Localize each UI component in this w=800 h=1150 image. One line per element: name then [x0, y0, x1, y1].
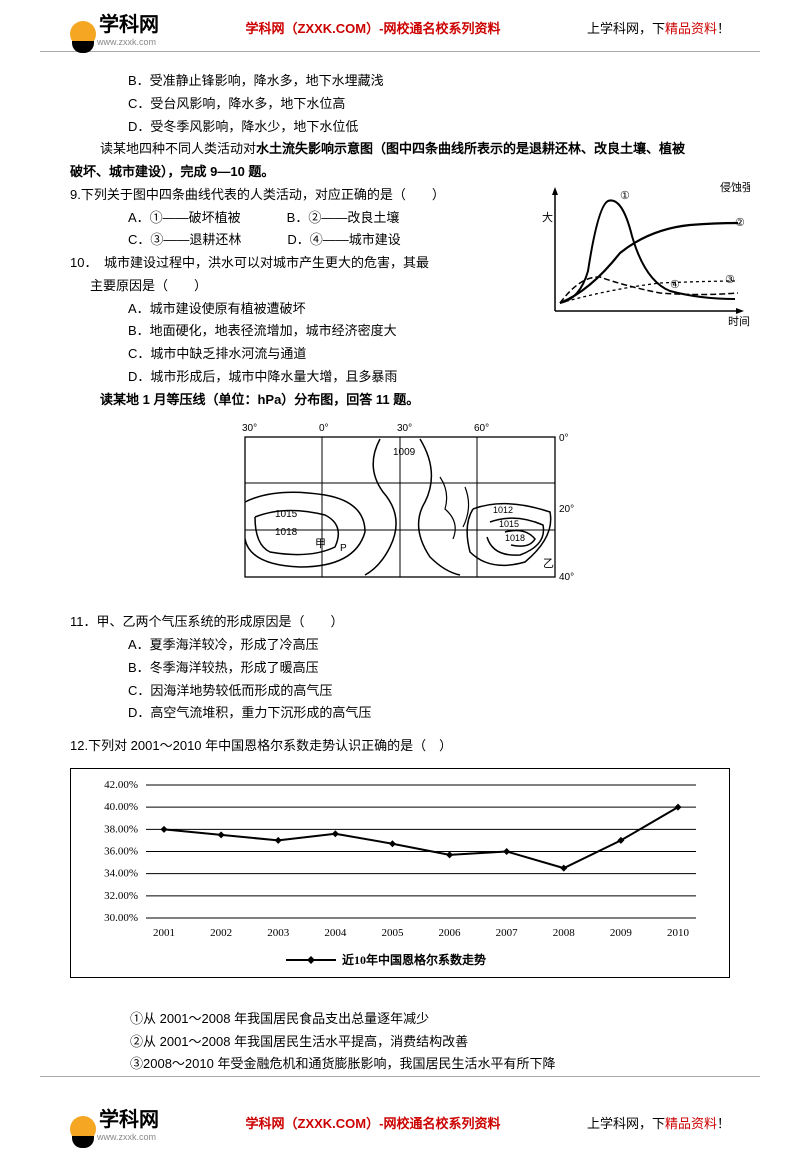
q11-stem: 11．甲、乙两个气压系统的形成原因是（ ）: [70, 611, 730, 634]
map-lon-2: 30°: [397, 423, 412, 434]
svg-text:30.00%: 30.00%: [104, 912, 138, 924]
svg-text:2008: 2008: [553, 927, 576, 939]
intro9-b: 水土流失影响示意图（图中四条曲线所表示的是退耕还林、改良土壤、植被: [256, 141, 685, 156]
intro-9-10: 读某地四种不同人类活动对水土流失影响示意图（图中四条曲线所表示的是退耕还林、改良…: [70, 138, 730, 161]
logo-icon: [70, 21, 96, 47]
svg-text:42.00%: 42.00%: [104, 779, 138, 791]
map-iso-1018b: 1018: [505, 533, 525, 543]
erosion-label-2: ②: [735, 217, 745, 229]
svg-text:38.00%: 38.00%: [104, 823, 138, 835]
footer-right-a: 上学科网，下: [587, 1116, 665, 1131]
erosion-xlabel: 时间: [728, 315, 750, 328]
map-iso-1009: 1009: [393, 447, 416, 458]
logo-url-footer: www.zxxk.com: [97, 1132, 159, 1142]
footer-rule: [40, 1076, 760, 1077]
map-p: P: [340, 543, 347, 554]
svg-text:2005: 2005: [381, 927, 404, 939]
map-iso-1018: 1018: [275, 527, 298, 538]
prior-option-b: B．受准静止锋影响，降水多，地下水埋藏浅: [70, 70, 730, 93]
erosion-chart: ① ② ③ ④ 侵蚀强度 大 时间: [530, 181, 750, 331]
map-iso-1015b: 1015: [499, 519, 519, 529]
page-footer: 学科网 www.zxxk.com 学科网（ZXXK.COM）-网校通名校系列资料…: [0, 1097, 800, 1150]
intro9-a: 读某地四种不同人类活动对: [100, 141, 256, 156]
prior-option-d: D．受冬季风影响，降水少，地下水位低: [70, 116, 730, 139]
header-right-a: 上学科网，下: [587, 21, 665, 36]
erosion-label-4: ④: [670, 279, 680, 291]
q10-stem: 10． 城市建设过程中，洪水可以对城市产生更大的危害，其最: [70, 252, 530, 275]
erosion-label-3: ③: [725, 274, 735, 286]
q11-opt-c: C．因海洋地势较低而形成的高气压: [70, 680, 730, 703]
q9-opt-d: D．④——城市建设: [287, 229, 400, 252]
q10-opt-b: B．地面硬化，地表径流增加，城市经济密度大: [70, 320, 530, 343]
erosion-label-1: ①: [620, 190, 630, 202]
logo-footer: 学科网 www.zxxk.com: [70, 1103, 159, 1142]
map-iso-1015: 1015: [275, 509, 298, 520]
svg-text:2002: 2002: [210, 927, 232, 939]
q9-opt-a: A．①——破坏植被: [128, 207, 241, 230]
svg-text:近10年中国恩格尔系数走势: 近10年中国恩格尔系数走势: [342, 952, 486, 967]
q11-opt-a: A．夏季海洋较冷，形成了冷高压: [70, 634, 730, 657]
map-jia: 甲: [315, 538, 326, 550]
map-lon-1: 0°: [319, 423, 329, 434]
q10-opt-a: A．城市建设使原有植被遭破坏: [70, 298, 530, 321]
q10-stem-cont: 主要原因是（ ）: [70, 275, 530, 298]
page-content: B．受准静止锋影响，降水多，地下水埋藏浅 C．受台风影响，降水多，地下水位高 D…: [0, 52, 800, 1076]
q12-s2: ②从 2001～2008 年我国居民生活水平提高，消费结构改善: [130, 1031, 730, 1054]
footer-right: 上学科网，下精品资料！: [587, 1113, 730, 1132]
header-right: 上学科网，下精品资料！: [587, 18, 730, 37]
logo-url: www.zxxk.com: [97, 37, 159, 47]
erosion-ytitle: 侵蚀强度: [720, 181, 750, 194]
svg-text:34.00%: 34.00%: [104, 867, 138, 879]
header-right-c: ！: [717, 21, 730, 36]
logo-text: 学科网: [99, 8, 159, 37]
svg-text:2003: 2003: [267, 927, 290, 939]
footer-right-c: ！: [717, 1116, 730, 1131]
q12-statements: ①从 2001～2008 年我国居民食品支出总量逐年减少 ②从 2001～200…: [70, 1008, 730, 1076]
footer-right-b: 精品资料: [665, 1116, 717, 1131]
q11-opt-d: D．高空气流堆积，重力下沉形成的高气压: [70, 702, 730, 725]
svg-text:2010: 2010: [667, 927, 690, 939]
q12-stem: 12.下列对 2001～2010 年中国恩格尔系数走势认识正确的是（ ）: [70, 735, 730, 758]
map-lat-1: 20°: [559, 504, 574, 515]
q12-s1: ①从 2001～2008 年我国居民食品支出总量逐年减少: [130, 1008, 730, 1031]
q9-opt-b: B．②——改良土壤: [287, 207, 400, 230]
header-mid: 学科网（ZXXK.COM）-网校通名校系列资料: [246, 18, 501, 37]
map-lon-3: 60°: [474, 423, 489, 434]
logo-text-footer: 学科网: [99, 1103, 159, 1132]
map-yi: 乙: [543, 557, 554, 570]
logo: 学科网 www.zxxk.com: [70, 8, 159, 47]
isobar-map: 30° 0° 30° 60° 0° 20° 40° 1015 1018 甲 P …: [215, 417, 585, 597]
logo-icon-footer: [70, 1116, 96, 1142]
intro-11: 读某地 1 月等压线（单位：hPa）分布图，回答 11 题。: [70, 389, 530, 412]
header-right-b: 精品资料: [665, 21, 717, 36]
svg-text:2001: 2001: [153, 927, 175, 939]
map-iso-1012: 1012: [493, 505, 513, 515]
q12-s3: ③2008～2010 年受金融危机和通货膨胀影响，我国居民生活水平有所下降: [130, 1053, 730, 1076]
q10-opt-d: D．城市形成后，城市中降水量大增，且多暴雨: [70, 366, 530, 389]
svg-text:2006: 2006: [439, 927, 462, 939]
svg-text:2007: 2007: [496, 927, 518, 939]
engel-chart: 30.00% 32.00% 34.00% 36.00% 38.00% 40.00% 42.0…: [70, 768, 730, 978]
q9-q10-text: A．①——破坏植被 B．②——改良土壤 C．③——退耕还林 D．④——城市建设 …: [70, 207, 530, 412]
q9-q10-block: A．①——破坏植被 B．②——改良土壤 C．③——退耕还林 D．④——城市建设 …: [70, 207, 730, 412]
footer-mid: 学科网（ZXXK.COM）-网校通名校系列资料: [246, 1113, 501, 1132]
svg-text:2004: 2004: [324, 927, 347, 939]
q10-opt-c: C．城市中缺乏排水河流与通道: [70, 343, 530, 366]
map-lat-2: 40°: [559, 572, 574, 583]
svg-text:2009: 2009: [610, 927, 633, 939]
prior-option-c: C．受台风影响，降水多，地下水位高: [70, 93, 730, 116]
map-lat-0: 0°: [559, 433, 569, 444]
svg-text:32.00%: 32.00%: [104, 890, 138, 902]
q9-opt-c: C．③——退耕还林: [128, 229, 241, 252]
erosion-ylow: 大: [542, 210, 553, 224]
svg-text:40.00%: 40.00%: [104, 801, 138, 813]
q11-opt-b: B．冬季海洋较热，形成了暖高压: [70, 657, 730, 680]
map-lon-0: 30°: [242, 423, 257, 434]
svg-text:36.00%: 36.00%: [104, 845, 138, 857]
page-header: 学科网 www.zxxk.com 学科网（ZXXK.COM）-网校通名校系列资料…: [0, 0, 800, 49]
